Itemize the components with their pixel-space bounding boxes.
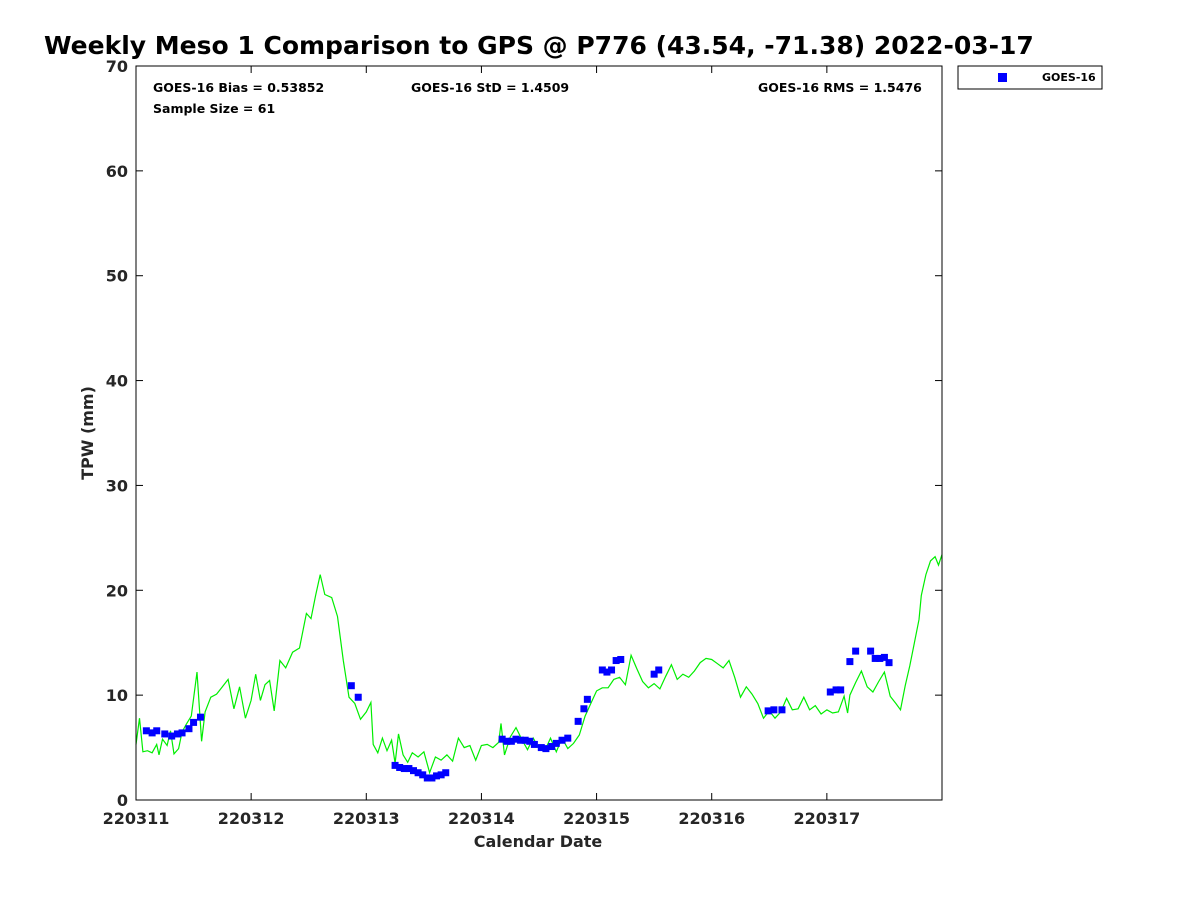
goes16-point [826,688,834,696]
goes16-point [396,763,404,771]
y-tick-label: 10 [106,686,128,705]
goes16-point [433,772,441,780]
goes16-point [552,739,560,747]
goes16-point [414,769,422,777]
x-tick-label: 220313 [333,809,400,828]
goes16-point [148,729,156,737]
stat-bias: GOES-16 Bias = 0.53852 [153,80,324,95]
goes16-point [617,655,625,663]
series-layer [135,554,943,782]
x-tick-label: 220314 [448,809,515,828]
x-tick-label: 220316 [678,809,745,828]
goes16-point [526,737,534,745]
plot-area [135,65,943,801]
legend: GOES-16 [957,65,1103,90]
goes16-point [437,771,445,779]
stat-std: GOES-16 StD = 1.4509 [411,80,569,95]
goes16-point [583,695,591,703]
goes16-point [428,774,436,782]
goes16-point [871,654,879,662]
goes16-point [347,682,355,690]
goes16-point [852,647,860,655]
goes16-point [846,658,854,666]
goes16-point [537,744,545,752]
goes16-point [832,686,840,694]
y-axis-label: TPW (mm) [78,386,97,480]
y-tick-label: 70 [106,57,128,76]
goes16-point [498,735,506,743]
goes16-point [548,743,556,751]
goes16-point [168,732,176,740]
goes16-point [405,765,413,773]
goes16-point [650,670,658,678]
goes16-point [507,737,515,745]
goes16-point [517,736,525,744]
x-axis-label: Calendar Date [474,832,603,851]
x-tick-label: 220317 [793,809,860,828]
goes16-point [603,668,611,676]
axes-layer: 0 10 20 30 40 50 60 70 220311 220312 220313 220314 2… [103,57,942,828]
goes16-point [521,736,529,744]
goes16-point [409,767,417,775]
y-tick-label: 50 [106,267,128,286]
goes16-point [778,706,786,714]
goes16-point [161,730,169,738]
goes16-point [503,737,511,745]
stat-sample-size: Sample Size = 61 [153,101,275,116]
gps-tpw-line [135,554,943,775]
goes16-point [185,725,193,733]
goes16-point [442,769,450,777]
goes16-point [423,774,431,782]
legend-marker-goes16 [998,73,1007,82]
goes16-point [530,740,538,748]
goes16-point [419,771,427,779]
goes16-point [354,693,362,701]
y-tick-label: 0 [117,791,128,810]
goes16-point [598,666,606,674]
y-tick-label: 30 [106,476,128,495]
goes16-point [558,736,566,744]
goes16-point [612,657,620,665]
stat-rms: GOES-16 RMS = 1.5476 [758,80,922,95]
x-tick-label: 220312 [218,809,285,828]
goes16-point [837,686,845,694]
goes16-point [400,765,408,773]
goes16-point [564,734,572,742]
y-tick-label: 40 [106,372,128,391]
goes16-point [770,706,778,714]
x-tick-label: 220311 [103,809,170,828]
goes16-point [880,653,888,661]
legend-label-goes16: GOES-16 [1042,71,1096,84]
y-tick-label: 20 [106,581,128,600]
goes16-point [867,647,875,655]
x-tick-label: 220315 [563,809,630,828]
goes16-point [574,717,582,725]
goes16-point [764,707,772,715]
plot-frame [135,65,943,801]
goes16-point [142,727,150,735]
legend-box [957,65,1103,90]
goes16-point [173,730,181,738]
goes16-point [542,745,550,753]
goes16-point [153,727,161,735]
goes16-point [608,666,616,674]
goes16-point [580,705,588,713]
y-tick-label: 60 [106,162,128,181]
goes16-point [876,654,884,662]
goes16-point [885,659,893,667]
goes16-point [190,718,198,726]
goes16-point [196,713,204,721]
goes16-point [655,666,663,674]
goes16-point [391,761,399,769]
goes16-point [512,735,520,743]
goes16-point [178,729,186,737]
chart-title: Weekly Meso 1 Comparison to GPS @ P776 (… [44,31,1034,60]
